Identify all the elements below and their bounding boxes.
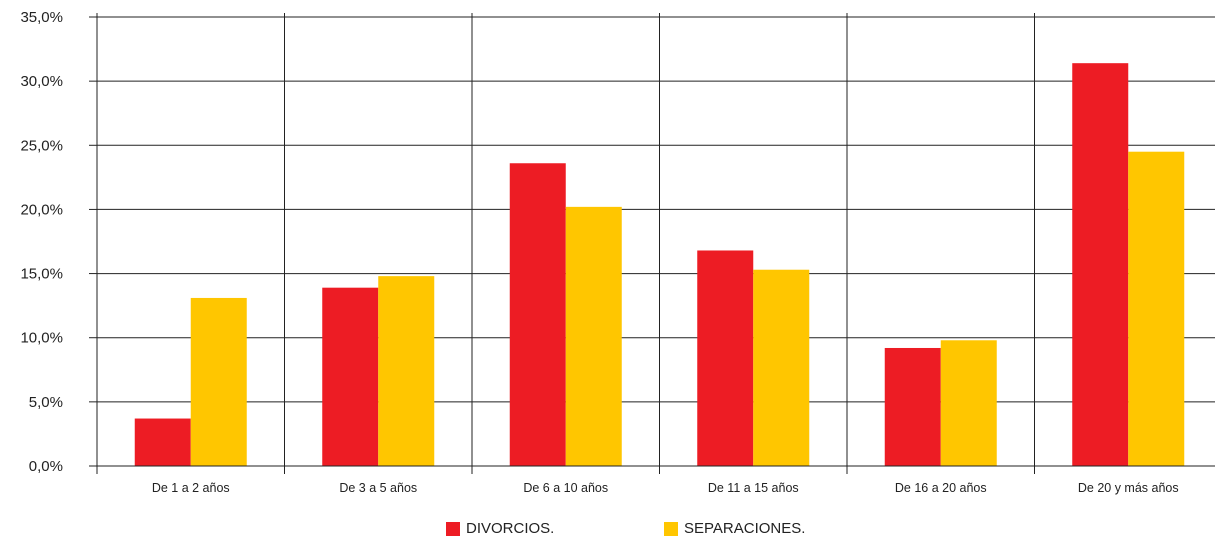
bar-separaciones	[940, 340, 997, 466]
bar-divorcios	[134, 418, 191, 466]
x-tick-label: De 11 a 15 años	[708, 481, 799, 495]
y-tick-label: 15,0%	[20, 266, 63, 283]
bar-separaciones	[753, 269, 810, 466]
legend-swatch-divorcios	[446, 521, 460, 536]
bar-divorcios	[884, 347, 941, 466]
legend-item-separaciones: SEPARACIONES.	[664, 520, 805, 537]
x-tick-labels: De 1 a 2 años De 3 a 5 años De 6 a 10 años…	[152, 481, 1179, 495]
legend-label-separaciones: SEPARACIONES.	[684, 520, 806, 537]
y-tick-label: 10,0%	[20, 330, 63, 347]
y-tick-label: 20,0%	[20, 201, 63, 218]
y-tick-label: 25,0%	[20, 137, 63, 154]
bar-divorcios	[509, 163, 566, 466]
grid	[97, 13, 1215, 474]
y-tick-label: 30,0%	[20, 73, 63, 90]
legend-swatch-separaciones	[664, 521, 678, 536]
x-tick-label: De 6 a 10 años	[523, 481, 608, 495]
bars	[134, 63, 1185, 466]
bar-separaciones	[190, 297, 247, 466]
x-tick-label: De 1 a 2 años	[152, 481, 230, 495]
x-tick-label: De 3 a 5 años	[339, 481, 417, 495]
bar-divorcios	[1072, 63, 1129, 466]
bar-separaciones	[565, 206, 622, 466]
bar-separaciones	[378, 276, 435, 466]
axes	[89, 13, 1215, 474]
legend: DIVORCIOS. SEPARACIONES.	[0, 520, 1215, 542]
bar-divorcios	[697, 250, 754, 466]
legend-item-divorcios: DIVORCIOS.	[446, 520, 554, 537]
y-tick-label: 35,0%	[20, 9, 63, 26]
x-tick-label: De 16 a 20 años	[895, 481, 987, 495]
legend-label-divorcios: DIVORCIOS.	[466, 520, 555, 537]
y-tick-labels: 0,0% 5,0% 10,0% 15,0% 20,0% 25,0% 30,0% 35,0%	[20, 9, 63, 475]
bar-divorcios	[322, 287, 379, 466]
y-tick-label: 5,0%	[29, 394, 63, 411]
x-tick-label: De 20 y más años	[1078, 481, 1179, 495]
y-tick-label: 0,0%	[29, 458, 63, 475]
bar-separaciones	[1128, 151, 1185, 466]
